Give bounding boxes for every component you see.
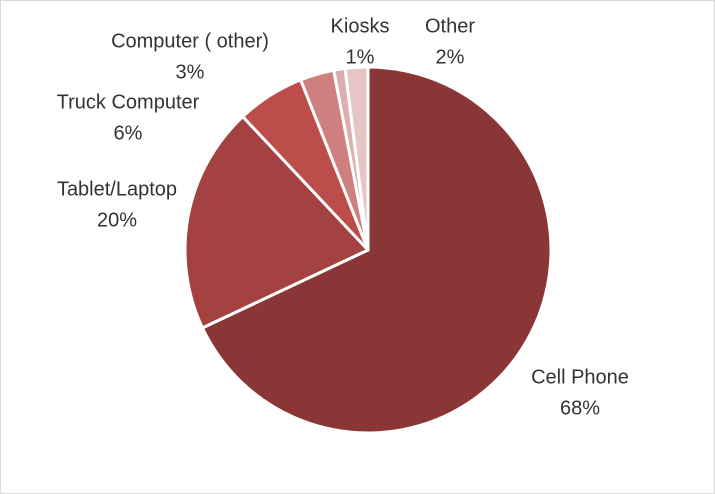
slice-label: Computer ( other) <box>111 30 269 52</box>
slice-value-label: 2% <box>436 46 465 68</box>
slice-label: Kiosks <box>331 15 390 37</box>
slice-label: Other <box>425 15 475 37</box>
pie-slice <box>183 115 370 330</box>
slice-label: Tablet/Laptop <box>57 178 177 200</box>
slice-label: Cell Phone <box>531 366 629 388</box>
slice-value-label: 68% <box>560 397 600 419</box>
pie-slice <box>343 65 370 252</box>
pie-slice <box>200 65 553 435</box>
slice-value-label: 1% <box>346 46 375 68</box>
slice-value-label: 3% <box>176 61 205 83</box>
slice-value-label: 6% <box>114 122 143 144</box>
slice-value-label: 20% <box>97 209 137 231</box>
slice-label: Truck Computer <box>57 91 200 113</box>
